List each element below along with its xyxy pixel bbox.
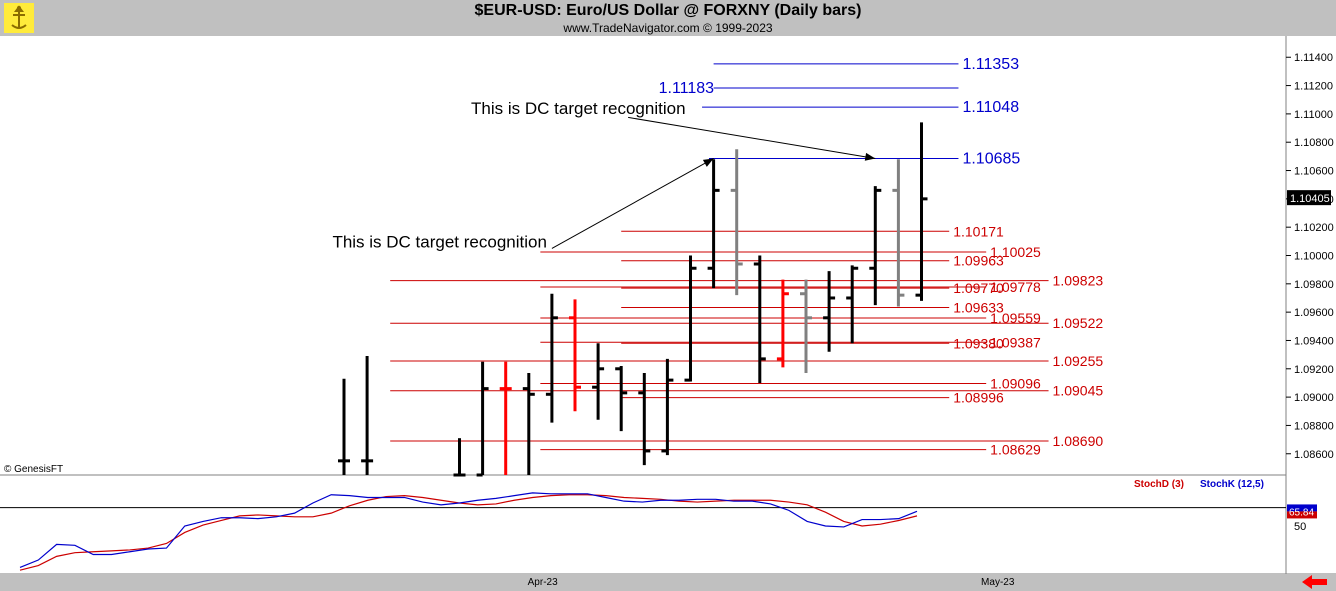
stoch-tick-label: 50 <box>1294 521 1306 533</box>
stochd-legend-label: StochD (3) <box>1134 479 1184 490</box>
x-tick-label: May-23 <box>981 577 1015 588</box>
target-level-label: 1.08629 <box>990 442 1041 458</box>
annotation-arrow-head <box>864 152 876 161</box>
chart-header: $EUR-USD: Euro/US Dollar @ FORXNY (Daily… <box>0 0 1336 36</box>
annotations: This is DC target recognition This is DC … <box>332 99 876 251</box>
trade-navigator-logo-icon <box>4 3 34 33</box>
target-level-label: 1.10025 <box>990 244 1041 260</box>
target-level-label: 1.10171 <box>953 223 1004 239</box>
last-price-badge <box>1287 190 1331 206</box>
y-tick-label: 1.10000 <box>1294 251 1334 263</box>
target-level-label: 1.11183 <box>659 80 715 97</box>
stochd-value-badge <box>1287 511 1317 519</box>
annotation-arrow-head <box>702 158 714 167</box>
annotation-arrow-line <box>551 158 714 249</box>
y-tick-label: 1.11000 <box>1294 109 1333 121</box>
target-level-label: 1.08690 <box>1053 433 1104 449</box>
x-axis-band <box>0 575 1336 591</box>
y-tick-label: 1.11400 <box>1294 52 1333 64</box>
target-level-label: 1.09387 <box>990 334 1041 350</box>
target-level-label: 1.09522 <box>1053 315 1104 331</box>
y-tick-label: 1.09400 <box>1294 335 1334 347</box>
target-level-label: 1.11353 <box>962 56 1019 73</box>
stochk-line <box>19 492 918 568</box>
target-level-label: 1.09096 <box>990 376 1041 392</box>
stochd-line <box>19 494 918 571</box>
target-level-label: 1.09823 <box>1053 273 1104 289</box>
target-level-label: 1.09559 <box>990 310 1041 326</box>
y-tick-label: 1.09800 <box>1294 279 1334 291</box>
y-tick-label: 1.09000 <box>1294 392 1334 404</box>
scroll-left-arrow-icon[interactable] <box>1302 575 1327 589</box>
y-tick-label: 1.10800 <box>1294 137 1334 149</box>
annotation-arrow-line <box>628 116 876 159</box>
chart-subtitle: www.TradeNavigator.com © 1999-2023 <box>563 21 773 35</box>
price-bars <box>338 122 928 477</box>
annotation-label: This is DC target recognition <box>471 99 685 118</box>
target-level-label: 1.11048 <box>962 99 1019 116</box>
target-level-label: 1.09963 <box>953 253 1004 269</box>
price-axis: 1.11400 1.11200 1.11000 1.10800 1.10600 1.104… <box>1286 52 1334 461</box>
stochastic-panel: StochD (3) StochK (12,5) 50 65.84 <box>0 479 1317 571</box>
chart-title: $EUR-USD: Euro/US Dollar @ FORXNY (Daily… <box>474 2 862 19</box>
y-tick-label: 1.09600 <box>1294 307 1334 319</box>
annotation-label: This is DC target recognition <box>332 232 546 251</box>
date-axis: Apr-23 May-23 <box>528 577 1015 588</box>
y-tick-label: 1.08800 <box>1294 420 1334 432</box>
target-level-label: 1.09380 <box>953 335 1004 351</box>
chart-background <box>0 36 1336 591</box>
y-tick-label: 1.10600 <box>1294 166 1334 178</box>
target-level-label: 1.09633 <box>953 299 1004 315</box>
y-tick-label: 1.08600 <box>1294 449 1334 461</box>
target-level-label: 1.09045 <box>1053 383 1104 399</box>
target-levels: 1.11353 1.11183 1.11048 1.10685 1.10171 1.100… <box>390 56 1103 458</box>
target-level-label: 1.09255 <box>1053 353 1104 369</box>
target-level-label: 1.09770 <box>953 280 1004 296</box>
target-level-label: 1.09778 <box>990 279 1041 295</box>
stoch-value-label: 65.84 <box>1289 507 1314 518</box>
y-tick-label: 1.09200 <box>1294 364 1334 376</box>
y-tick-label: 1.10200 <box>1294 222 1334 234</box>
x-tick-label: Apr-23 <box>528 577 558 588</box>
copyright-label: © GenesisFT <box>4 464 63 475</box>
y-tick-label: 1.11200 <box>1294 81 1333 93</box>
target-level-label: 1.08996 <box>953 390 1004 406</box>
last-price-label: 1.10405 <box>1290 193 1330 205</box>
target-level-label: 1.10685 <box>962 150 1020 167</box>
stochk-value-badge <box>1287 504 1317 512</box>
stochk-legend-label: StochK (12,5) <box>1200 479 1264 490</box>
